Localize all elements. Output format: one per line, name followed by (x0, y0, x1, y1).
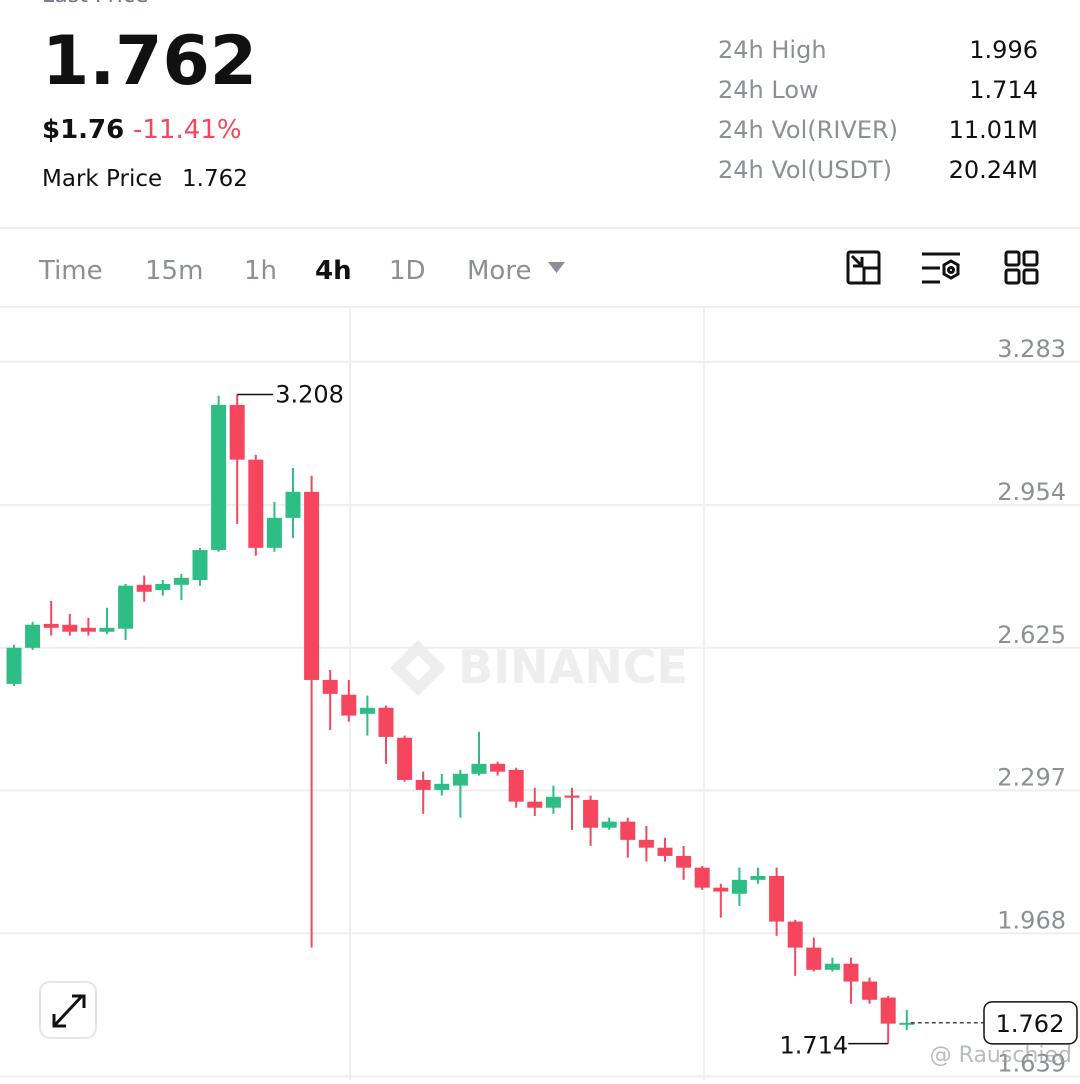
tab[interactable]: 15m (145, 256, 203, 286)
candle-body (899, 1022, 915, 1025)
candle-body (6, 647, 22, 684)
settings-icon[interactable] (922, 252, 960, 284)
change: -11.41% (133, 115, 242, 145)
price: 1.762 (42, 22, 257, 101)
tabs: Time 15m 1h 4h 1D More (38, 256, 531, 286)
candle-body (304, 491, 320, 680)
candle-body (173, 577, 189, 585)
y-tick-label: 1.639 (997, 1049, 1066, 1077)
stats: 24h High 1.996 24h Low 1.714 24h Vol(RIVER) 1… (718, 36, 1038, 184)
candle-body (99, 627, 115, 632)
candle-body (731, 879, 747, 894)
candle-body (490, 763, 506, 772)
watermark-logo (390, 640, 446, 696)
low-marker: 1.714 (779, 1032, 848, 1060)
last-price-box (983, 1001, 1078, 1045)
y-tick-label: 2.297 (997, 763, 1066, 791)
candle-body (583, 799, 599, 828)
credit: @ Rauschied (930, 1043, 1072, 1068)
y-tick-label: 2.954 (997, 478, 1066, 506)
candle-body (266, 517, 282, 548)
candle-body (601, 821, 617, 828)
expand-button[interactable] (39, 981, 97, 1039)
toolbar-icons (846, 250, 1039, 285)
stat-label: 24h Vol(USDT) (718, 156, 892, 184)
candle-body (136, 584, 152, 592)
tab[interactable]: 1D (389, 256, 426, 286)
candle-body (43, 623, 59, 628)
candle-body (62, 624, 78, 632)
last-price-label: 1.762 (996, 1010, 1065, 1038)
candle-body (434, 783, 450, 790)
candle-body (415, 779, 431, 790)
candle-body (192, 550, 208, 581)
stat-value: 1.714 (969, 76, 1038, 104)
plot: 3.283 2.954 2.625 2.297 1.968 1.639 3.208 1.714… (0, 335, 1080, 1078)
candle-body (676, 855, 692, 868)
candle-body (211, 404, 227, 551)
candle-body (285, 491, 301, 518)
candle-body (750, 875, 766, 880)
stat-value: 1.996 (969, 36, 1038, 64)
candle-body (341, 694, 357, 716)
y-tick-label: 3.283 (997, 335, 1066, 363)
candle-body (452, 773, 468, 786)
candle-body (787, 921, 803, 948)
candle-body (118, 585, 134, 629)
candle-body (880, 997, 896, 1024)
candle-body (694, 867, 710, 888)
candle-body (713, 887, 729, 892)
y-tick-label: 1.968 (997, 906, 1066, 934)
candle-body (862, 981, 878, 1000)
candle-body (806, 947, 822, 970)
more-arrow[interactable] (548, 262, 565, 273)
candle-body (620, 821, 636, 840)
layout-icon[interactable] (1004, 250, 1039, 285)
tab[interactable]: 4h (315, 256, 352, 286)
candle-body (248, 459, 264, 548)
candle-body (378, 707, 394, 737)
stat-label: 24h High (718, 36, 827, 64)
stat-label: 24h Vol(RIVER) (718, 116, 898, 144)
candle-body (545, 796, 561, 808)
candle-body (657, 847, 673, 856)
tab[interactable]: 1h (244, 256, 277, 286)
tab[interactable]: More (467, 256, 531, 286)
tab[interactable]: Time (38, 256, 103, 286)
candle-body (397, 737, 413, 780)
candle-body (229, 404, 245, 460)
watermark: BINANCE (390, 640, 688, 696)
candle-body (527, 801, 543, 808)
usd-price: $1.76 (42, 115, 124, 145)
expand-icon[interactable] (52, 994, 86, 1028)
candle-body (359, 707, 375, 714)
watermark-text: BINANCE (458, 640, 688, 694)
candle-body (824, 963, 840, 970)
stat-value: 20.24M (949, 156, 1038, 184)
candle-body (769, 875, 785, 922)
mark-price: 1.762 (182, 166, 248, 192)
stat-value: 11.01M (949, 116, 1038, 144)
candle-body (564, 795, 580, 798)
stat-label: 24h Low (718, 76, 819, 104)
candle-body (638, 839, 654, 848)
candle-body (155, 583, 171, 591)
y-tick-label: 2.625 (997, 621, 1066, 649)
candle-body (508, 769, 524, 802)
candle-body (322, 679, 338, 694)
fullscreen-icon[interactable] (846, 250, 881, 285)
candle-body (25, 624, 41, 648)
last-price-label: Last Price (42, 0, 149, 8)
mark-price-label: Mark Price (42, 166, 162, 192)
high-marker: 3.208 (275, 380, 344, 408)
candle-body (843, 963, 859, 982)
candle-body (471, 763, 487, 774)
candle-body (80, 627, 96, 632)
